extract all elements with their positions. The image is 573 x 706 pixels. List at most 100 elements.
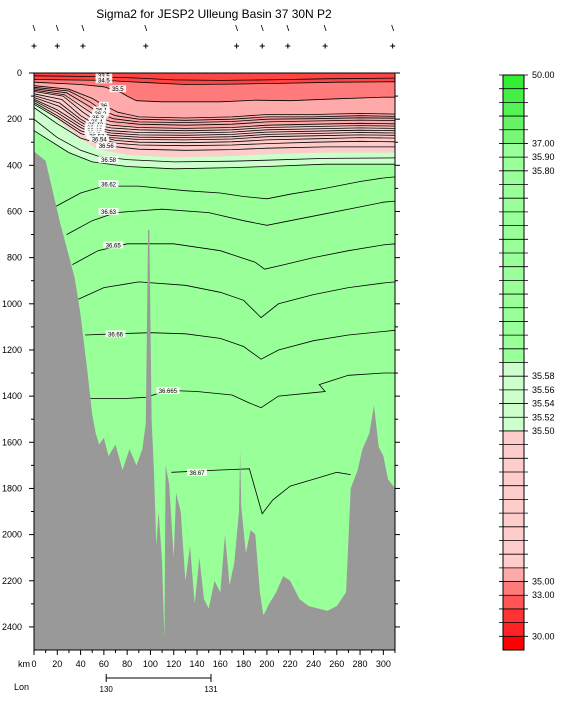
x-tick-label-10: 200	[259, 659, 274, 669]
colorbar-segment-26	[503, 430, 524, 445]
colorbar-segment-31	[503, 499, 524, 514]
contour-label-bg-2	[109, 85, 127, 93]
colorbar-label-9: 35.00	[532, 577, 555, 587]
contour-label-bg-19	[98, 208, 119, 215]
colorbar-segment-23	[503, 389, 524, 404]
ocean-bottom	[34, 151, 395, 650]
colorbar-segment-35	[503, 554, 524, 569]
plot-frame	[33, 72, 396, 651]
station-mark-5	[260, 24, 264, 32]
x-tick-label-6: 120	[166, 659, 181, 669]
lon-tick-label-0: 130	[100, 685, 114, 694]
colorbar-segment-28	[503, 458, 524, 473]
colorbar-segment-40	[503, 622, 524, 637]
contour-label-bg-0	[95, 73, 113, 79]
lon-label: Lon	[14, 682, 29, 692]
colorbar-segment-15	[503, 280, 524, 295]
colorbar-segment-33	[503, 526, 524, 541]
colorbar-label-3: 35.80	[532, 166, 555, 176]
contour-line-4	[34, 86, 395, 121]
contour-label-bg-3	[99, 101, 109, 109]
section-plot: 33.534.535.53636.136.236.336.436.4236.44…	[33, 72, 396, 651]
colorbar-segment-13	[503, 252, 524, 267]
colorbar-segment-0	[503, 75, 524, 89]
contour-line-8	[34, 93, 395, 132]
colorbar: 50.00 37.00 35.90 35.80 35.58 35.56 35.54 35.52…	[499, 70, 555, 651]
contour-line-15	[34, 107, 395, 151]
contour-line-3	[34, 85, 395, 119]
colorbar-segment-32	[503, 513, 524, 528]
contour-line-12	[34, 100, 395, 141]
station-mark-3	[144, 24, 148, 32]
colorbar-segment-16	[503, 294, 524, 309]
y-tick-label-9: 1800	[2, 483, 22, 493]
station-mark-2	[81, 24, 85, 32]
colorbar-segment-34	[503, 540, 524, 555]
contour-line-2	[34, 81, 395, 103]
colorbar-segment-37	[503, 581, 524, 596]
y-tick-label-1: 200	[7, 114, 22, 124]
x-tick-label-8: 160	[213, 659, 228, 669]
colorbar-label-0: 50.00	[532, 70, 555, 80]
contour-line-17	[34, 130, 395, 170]
contour-label-14: 36.54	[92, 138, 108, 144]
x-tick-label-13: 260	[329, 659, 344, 669]
contour-label-20: 36.65	[106, 243, 122, 249]
chart-title: Sigma2 for JESP2 Ulleung Basin 37 30N P2	[96, 7, 332, 21]
fill-band-4	[34, 100, 395, 169]
colorbar-segment-21	[503, 362, 524, 377]
station-mark-8	[391, 24, 395, 32]
x-tick-label-5: 100	[143, 659, 158, 669]
contour-line-14	[34, 103, 395, 147]
contour-label-2: 35.5	[112, 87, 124, 93]
y-tick-label-4: 800	[7, 253, 22, 263]
x-tick-label-1: 20	[52, 659, 62, 669]
bottom-topography	[34, 151, 395, 650]
station-mark-7	[323, 24, 327, 32]
contour-label-bg-6	[89, 113, 107, 121]
colorbar-segment-39	[503, 608, 524, 623]
colorbar-label-8: 35.50	[532, 426, 555, 436]
contour-label-22: 36.66	[108, 332, 124, 338]
colorbar-segment-4	[503, 129, 524, 144]
station-mark-0	[32, 24, 36, 32]
contour-label-16: 36.58	[101, 158, 117, 164]
colorbar-segment-17	[503, 307, 524, 322]
contour-label-23: 36.665	[159, 389, 178, 395]
colorbar-label-1: 37.00	[532, 139, 555, 149]
colorbar-segment-14	[503, 266, 524, 281]
contour-line-9	[34, 95, 395, 134]
colorbar-segment-38	[503, 595, 524, 610]
contour-label-bg-15	[96, 142, 117, 150]
contour-label-bg-22	[105, 330, 126, 338]
colorbar-segment-41	[503, 636, 524, 651]
colorbar-label-5: 35.56	[532, 385, 555, 395]
colorbar-label-11: 30.00	[532, 631, 555, 641]
colorbar-segment-18	[503, 321, 524, 336]
y-tick-label-12: 2400	[2, 622, 22, 632]
x-tick-label-15: 300	[376, 659, 391, 669]
contour-label-bg-5	[92, 110, 109, 118]
colorbar-segment-6	[503, 157, 524, 172]
colorbar-segment-24	[503, 403, 524, 418]
contour-line-7	[34, 91, 395, 129]
station-mark-4	[235, 24, 239, 32]
colorbar-label-6: 35.54	[532, 399, 555, 409]
contour-label-bg-23	[156, 386, 180, 394]
contour-line-24	[171, 468, 351, 515]
colorbar-label-10: 33.00	[532, 590, 555, 600]
station-mark-1	[55, 24, 59, 32]
contour-label-18: 36.62	[101, 182, 117, 188]
x-tick-label-0: 0	[31, 659, 36, 669]
colorbar-segment-30	[503, 485, 524, 500]
y-tick-label-0: 0	[17, 68, 22, 78]
x-unit-label: km	[18, 659, 30, 669]
colorbar-label-4: 35.58	[532, 371, 555, 381]
contour-line-16	[34, 118, 395, 163]
contour-line-21	[78, 281, 395, 319]
fill-band-0	[34, 73, 395, 85]
contour-line-10	[34, 97, 395, 136]
contour-line-23	[89, 372, 395, 409]
station-mark-6	[286, 24, 290, 32]
